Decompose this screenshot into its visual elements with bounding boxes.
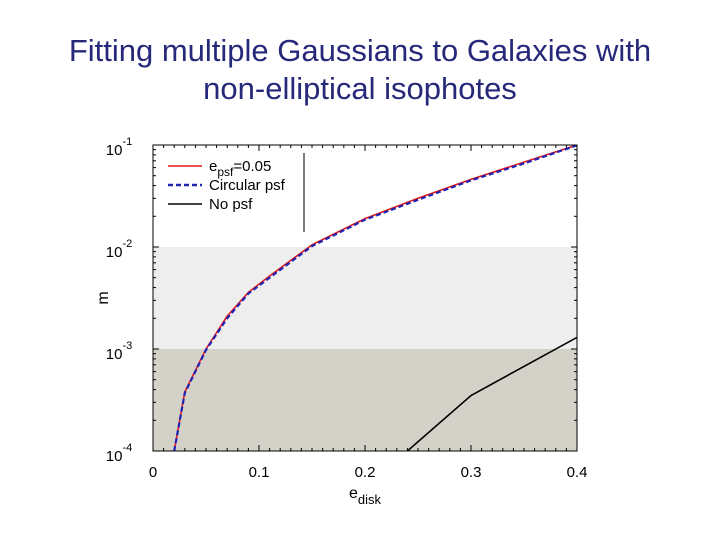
y-tick-label: 10-3 — [106, 340, 132, 363]
legend-label-suffix: =0.05 — [233, 158, 271, 175]
x-tick-label: 0.4 — [567, 464, 588, 481]
slide-title: Fitting multiple Gaussians to Galaxies w… — [20, 32, 700, 108]
legend-label-sub: psf — [217, 165, 234, 179]
legend-label: Circular psf — [209, 177, 286, 194]
y-axis-label: m — [95, 291, 112, 304]
x-tick-label: 0.2 — [355, 464, 376, 481]
y-tick-label-exponent: -3 — [122, 340, 132, 352]
background-bands — [153, 247, 577, 451]
x-tick-label: 0.3 — [461, 464, 482, 481]
slide-title-line1: Fitting multiple Gaussians to Galaxies w… — [68, 33, 652, 68]
y-tick-label: 10-2 — [106, 238, 132, 261]
y-tick-labels: 10-110-210-310-4 — [106, 136, 132, 465]
x-axis-label: edisk — [349, 485, 382, 507]
y-tick-label: 10-1 — [106, 136, 132, 159]
y-tick-label-exponent: -1 — [122, 136, 132, 148]
series-line-2 — [406, 336, 577, 451]
series-line-1 — [173, 145, 577, 451]
background-band — [153, 247, 577, 349]
legend-label-text: e — [209, 158, 217, 175]
x-axis-label-main: e — [349, 485, 358, 502]
y-tick-label-base: 10 — [106, 448, 123, 465]
x-tick-label: 0 — [149, 464, 157, 481]
plot-frame — [152, 144, 578, 452]
y-tick-label-base: 10 — [106, 346, 123, 363]
x-axis-label-sub: disk — [358, 492, 382, 507]
legend-label-text: No psf — [209, 196, 253, 213]
y-tick-label-exponent: -2 — [122, 238, 132, 250]
x-tick-labels: 0 0.1 0.2 0.3 0.4 — [149, 464, 588, 481]
legend-label-text: Circular psf — [209, 177, 286, 194]
y-tick-label: 10-4 — [106, 442, 132, 465]
slide-title-line2: non-elliptical isophotes — [203, 71, 517, 106]
x-tick-label: 0.1 — [249, 464, 270, 481]
legend-label: epsf=0.05 — [209, 158, 271, 179]
series-lines — [173, 145, 577, 451]
background-band — [153, 349, 577, 451]
y-tick-label-base: 10 — [106, 142, 123, 159]
legend-label: No psf — [209, 196, 253, 213]
y-tick-label-base: 10 — [106, 244, 123, 261]
y-tick-label-exponent: -4 — [122, 442, 132, 454]
